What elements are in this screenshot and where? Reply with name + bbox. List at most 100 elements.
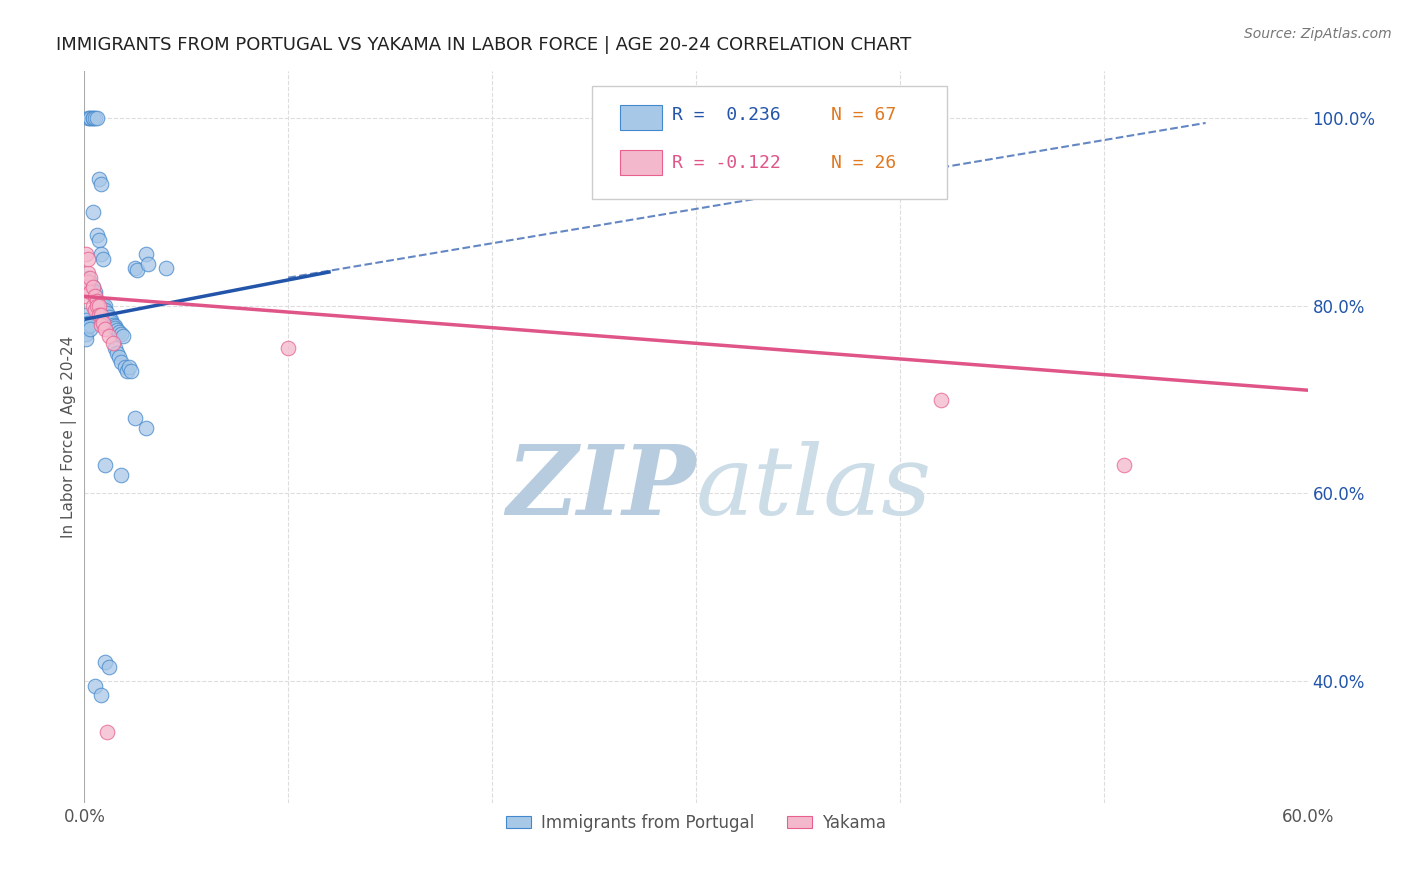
Point	[79, 322, 101, 336]
Point	[90, 688, 112, 702]
Point	[929, 392, 952, 407]
Point	[91, 316, 114, 330]
Point	[135, 247, 157, 261]
Text: Source: ZipAtlas.com: Source: ZipAtlas.com	[1244, 27, 1392, 41]
Point	[79, 112, 101, 126]
Point	[97, 310, 120, 324]
Point	[90, 299, 112, 313]
Point	[90, 247, 112, 261]
Point	[124, 261, 146, 276]
Point	[75, 280, 97, 294]
Point	[86, 294, 108, 309]
Point	[105, 345, 128, 359]
Point	[82, 112, 104, 126]
Point	[86, 294, 108, 309]
Point	[87, 172, 110, 186]
Point	[77, 270, 100, 285]
Text: atlas: atlas	[696, 442, 932, 535]
Point	[93, 299, 115, 313]
Point	[104, 341, 127, 355]
Point	[115, 364, 138, 378]
FancyBboxPatch shape	[592, 86, 946, 200]
Point	[83, 285, 105, 299]
Text: IMMIGRANTS FROM PORTUGAL VS YAKAMA IN LABOR FORCE | AGE 20-24 CORRELATION CHART: IMMIGRANTS FROM PORTUGAL VS YAKAMA IN LA…	[56, 36, 911, 54]
Point	[104, 319, 127, 334]
Point	[83, 289, 105, 303]
Point	[87, 299, 110, 313]
Text: N = 26: N = 26	[831, 153, 896, 172]
Point	[79, 270, 101, 285]
Point	[86, 112, 108, 126]
Point	[93, 303, 115, 318]
Point	[75, 247, 97, 261]
Point	[75, 308, 97, 322]
Point	[90, 308, 112, 322]
Point	[96, 306, 118, 320]
Point	[93, 322, 115, 336]
Point	[155, 261, 177, 276]
Point	[124, 411, 146, 425]
Point	[108, 325, 131, 339]
Legend: Immigrants from Portugal, Yakama: Immigrants from Portugal, Yakama	[499, 807, 893, 838]
Point	[110, 355, 132, 369]
Point	[75, 322, 97, 336]
Point	[100, 315, 122, 329]
Point	[75, 326, 97, 341]
Point	[82, 299, 104, 313]
Point	[101, 336, 124, 351]
Point	[86, 299, 108, 313]
Point	[75, 289, 97, 303]
Point	[135, 420, 157, 434]
Point	[136, 257, 159, 271]
Point	[77, 319, 100, 334]
Point	[96, 725, 118, 739]
Point	[86, 228, 108, 243]
Point	[112, 328, 135, 343]
Text: R = -0.122: R = -0.122	[672, 153, 780, 172]
Point	[97, 328, 120, 343]
Point	[87, 308, 110, 322]
Point	[77, 266, 100, 280]
Point	[91, 252, 114, 266]
Point	[1114, 458, 1136, 473]
Point	[83, 679, 105, 693]
Text: R =  0.236: R = 0.236	[672, 106, 780, 124]
Point	[83, 289, 105, 303]
Point	[120, 364, 142, 378]
Point	[97, 660, 120, 674]
Point	[79, 285, 101, 299]
Point	[100, 313, 122, 327]
Point	[108, 351, 131, 365]
Point	[75, 332, 97, 346]
Point	[82, 280, 104, 294]
Point	[83, 303, 105, 318]
Point	[77, 276, 100, 290]
Point	[277, 341, 299, 355]
Point	[91, 299, 114, 313]
Y-axis label: In Labor Force | Age 20-24: In Labor Force | Age 20-24	[62, 336, 77, 538]
Point	[93, 458, 115, 473]
Point	[79, 112, 101, 126]
Point	[77, 316, 100, 330]
Point	[82, 112, 104, 126]
Point	[83, 112, 105, 126]
Point	[87, 299, 110, 313]
Point	[75, 318, 97, 332]
FancyBboxPatch shape	[620, 105, 662, 130]
Point	[90, 177, 112, 191]
Point	[104, 321, 127, 335]
Point	[75, 313, 97, 327]
Point	[87, 233, 110, 247]
Point	[77, 252, 100, 266]
Point	[110, 467, 132, 482]
Point	[114, 359, 136, 374]
Point	[110, 326, 132, 341]
Point	[77, 112, 100, 126]
Point	[93, 655, 115, 669]
Point	[105, 323, 128, 337]
Point	[101, 318, 124, 332]
Point	[127, 263, 149, 277]
Point	[79, 276, 101, 290]
Point	[90, 318, 112, 332]
Point	[79, 318, 101, 333]
